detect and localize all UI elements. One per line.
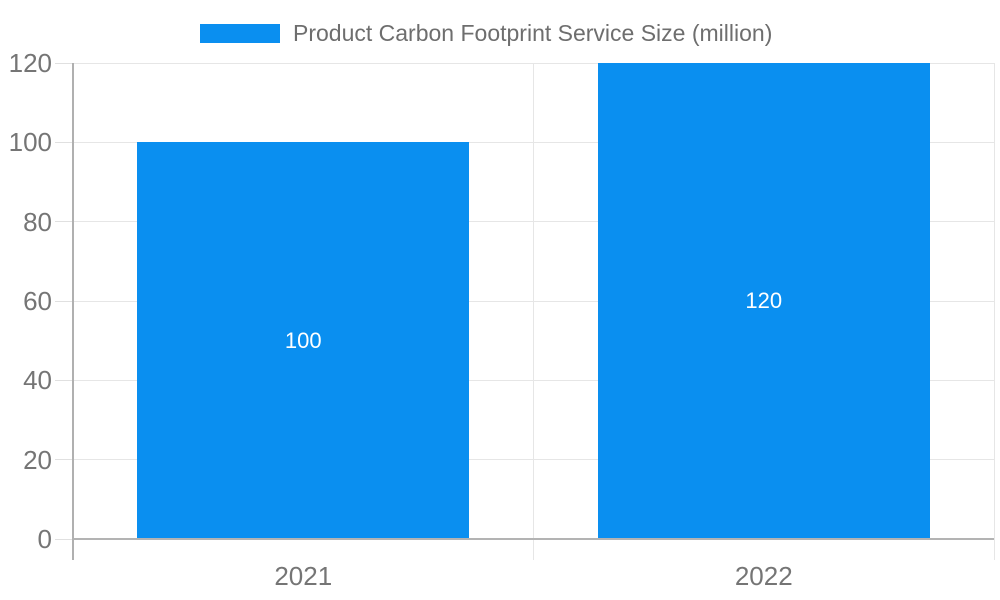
x-axis-label: 2022 bbox=[734, 561, 793, 591]
x-axis-baseline bbox=[73, 538, 994, 540]
y-axis-tick bbox=[55, 141, 73, 143]
y-axis-tick bbox=[55, 379, 73, 381]
y-axis-tick bbox=[55, 62, 73, 64]
vertical-gridline bbox=[533, 63, 534, 560]
x-axis-label: 2021 bbox=[274, 561, 333, 591]
vertical-gridline bbox=[993, 63, 995, 560]
bar-value-label: 100 bbox=[284, 327, 322, 353]
y-axis-label: 40 bbox=[23, 365, 52, 396]
legend-label: Product Carbon Footprint Service Size (m… bbox=[293, 19, 773, 46]
bar-2022[interactable]: 120 bbox=[597, 63, 930, 539]
y-axis-line bbox=[72, 63, 74, 560]
bar-2021[interactable]: 100 bbox=[137, 142, 470, 539]
y-axis-label: 100 bbox=[8, 127, 52, 158]
y-axis-label: 0 bbox=[37, 524, 52, 554]
y-axis-tick bbox=[55, 538, 73, 540]
y-axis-tick bbox=[55, 459, 73, 461]
y-axis-tick bbox=[55, 221, 73, 223]
bar-value-label: 120 bbox=[745, 288, 783, 313]
chart-legend[interactable]: Product Carbon Footprint Service Size (m… bbox=[200, 16, 772, 50]
y-axis-label: 20 bbox=[23, 444, 52, 475]
y-axis-tick bbox=[55, 300, 73, 302]
y-axis-label: 60 bbox=[23, 286, 52, 316]
y-axis-label: 80 bbox=[23, 206, 52, 237]
legend-color-swatch bbox=[200, 23, 280, 43]
y-axis-label: 120 bbox=[8, 48, 52, 78]
